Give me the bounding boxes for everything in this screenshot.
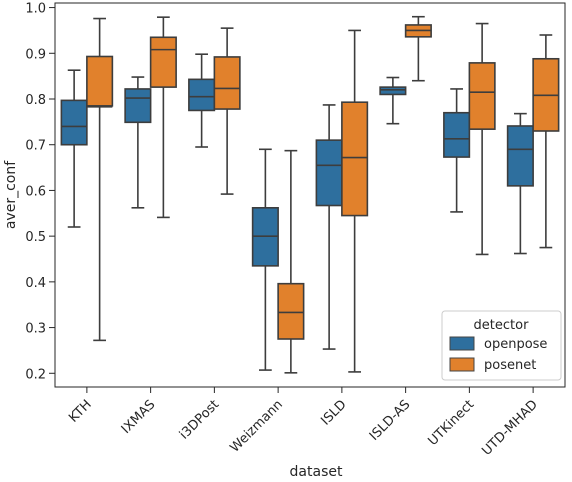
box-posenet-ISLD: [341, 29, 369, 373]
box-body: [341, 101, 369, 217]
y-tick-label: 0.6: [25, 184, 46, 199]
box-openpose-ISLD-AS: [379, 76, 407, 125]
box-posenet-i3DPost: [213, 27, 241, 195]
box-posenet-KTH: [86, 17, 114, 342]
box-openpose-KTH: [60, 69, 88, 228]
y-axis-label: aver_conf: [3, 160, 19, 229]
y-tick-label: 0.7: [25, 139, 46, 154]
x-tick-label: UTKinect: [426, 397, 478, 449]
box-openpose-i3DPost: [188, 53, 216, 148]
x-tick-label: UTD-MHAD: [479, 397, 541, 459]
box-body: [443, 111, 471, 158]
y-tick-label: 0.9: [25, 47, 46, 62]
y-tick-label: 0.2: [25, 367, 46, 382]
box-body: [60, 99, 88, 146]
y-tick-label: 0.8: [25, 93, 46, 108]
legend: detector openpose posenet: [441, 310, 562, 381]
plot-frame: [54, 2, 566, 388]
box-body: [86, 55, 114, 107]
box-body: [506, 125, 534, 187]
box-body: [379, 86, 407, 96]
box-openpose-UTD-MHAD: [506, 112, 534, 255]
legend-title: detector: [474, 318, 530, 333]
box-posenet-UTKinect: [468, 22, 496, 256]
box-openpose-UTKinect: [443, 88, 471, 213]
x-tick-label: ISLD: [318, 397, 349, 428]
box-openpose-Weizmann: [251, 148, 279, 371]
y-tick-label: 1.0: [25, 2, 46, 17]
x-tick-label: KTH: [66, 397, 94, 425]
y-tick-label: 0.5: [25, 230, 46, 245]
box-openpose-IXMAS: [124, 76, 152, 209]
box-body: [315, 139, 343, 207]
box-body: [213, 56, 241, 110]
legend-label-openpose: openpose: [484, 337, 547, 352]
y-tick-label: 0.4: [25, 276, 46, 291]
x-axis-label: dataset: [290, 464, 343, 480]
box-posenet-UTD-MHAD: [532, 34, 560, 249]
legend-swatch-openpose: [449, 336, 475, 351]
box-body: [124, 88, 152, 124]
box-posenet-ISLD-AS: [404, 15, 432, 82]
legend-label-posenet: posenet: [484, 358, 536, 373]
box-body: [188, 78, 216, 112]
boxes-layer: [60, 15, 560, 374]
y-tick-label: 0.3: [25, 322, 46, 337]
x-axis: KTH IXMAS i3DPost Weizmann ISLD ISLD-AS UTKine…: [66, 387, 541, 459]
box-posenet-IXMAS: [149, 16, 177, 219]
box-body: [277, 282, 305, 340]
box-body: [468, 62, 496, 130]
box-body: [149, 36, 177, 88]
x-tick-label: Weizmann: [228, 397, 286, 455]
y-axis: 0.2 0.3 0.4 0.5 0.6 0.7 0.8 0.9 1.0: [25, 2, 55, 382]
x-tick-label: i3DPost: [177, 397, 222, 442]
box-posenet-Weizmann: [277, 149, 305, 374]
x-tick-label: ISLD-AS: [367, 397, 414, 444]
x-tick-label: IXMAS: [119, 397, 159, 437]
legend-swatch-posenet: [449, 357, 475, 372]
box-openpose-ISLD: [315, 104, 343, 350]
